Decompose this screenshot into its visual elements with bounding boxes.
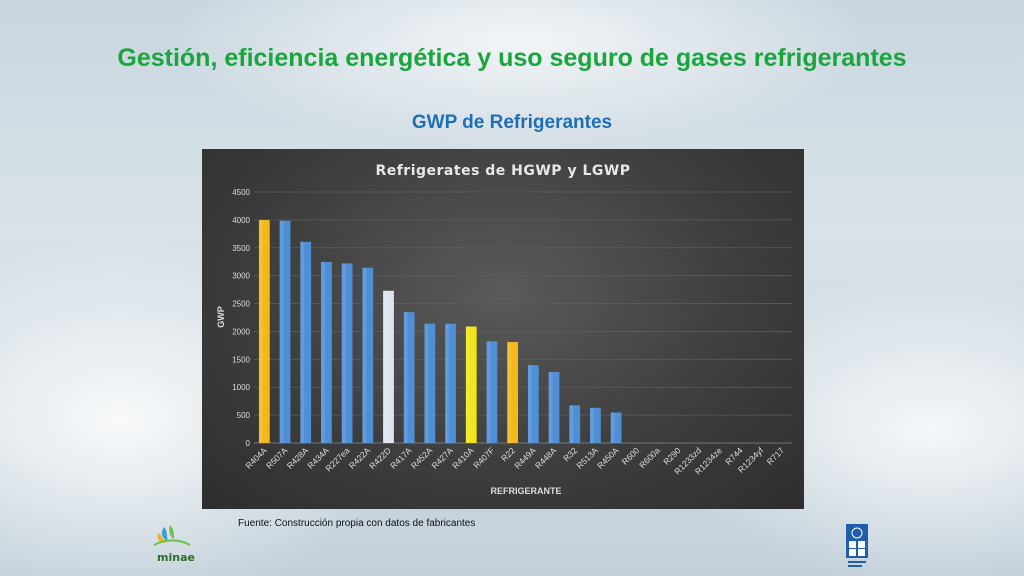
bar-R452A [424,323,436,443]
bar-highlight-R407F [486,341,491,443]
bar-R22 [507,342,519,443]
y-tick-label: 3000 [232,272,250,281]
bar-highlight-R513A [590,407,594,443]
bar-highlight-R410A [465,326,470,443]
x-tick-label: R428A [285,445,311,471]
x-tick-label: R410A [450,445,476,471]
chart-panel: Refrigerates de HGWP y LGWP GWP REFRIGER… [202,149,804,509]
source-note: Fuente: Construcción propia con datos de… [238,518,476,529]
bar-highlight-R448A [548,371,553,443]
bar-R507A [279,220,291,443]
x-tick-labels: R404AR507AR428AR434AR227eaR422AR422DR417… [243,445,786,477]
x-tick-label: R600a [637,445,662,470]
y-tick-label: 3500 [232,244,250,253]
bar-R407F [486,341,498,443]
slide-title: Gestión, eficiencia energética y uso seg… [117,44,907,72]
y-tick-label: 1000 [232,383,250,392]
x-tick-label: R507A [264,445,290,471]
bar-R422A [362,267,374,443]
bar-highlight-R422A [362,267,367,443]
bar-highlight-R422D [383,290,387,443]
x-tick-label: R407F [471,445,496,470]
bar-highlight-R434A [321,262,325,443]
y-tick-label: 500 [237,411,251,420]
gridlines [254,191,792,444]
x-tick-label: R427A [430,445,456,471]
bar-highlight-R404A [258,220,263,443]
y-tick-label: 4500 [232,188,250,197]
bar-R428A [300,241,312,443]
x-axis-label: REFRIGERANTE [490,486,561,496]
x-tick-label: R448A [533,445,559,471]
x-tick-label: R452A [409,445,435,471]
y-tick-label: 2500 [232,300,250,309]
x-tick-label: R422D [367,445,393,471]
y-tick-label: 1500 [232,355,250,364]
x-tick-label: R422A [347,445,373,471]
bar-highlight-R22 [507,342,512,443]
bar-highlight-R428A [300,241,305,443]
bar-R422D [383,290,394,443]
bar-highlight-R452A [424,323,429,443]
bar-highlight-R449A [527,365,532,443]
y-axis-label: GWP [216,306,226,328]
bar-R417A [403,312,415,443]
undp-logo-icon [846,524,868,567]
bar-highlight-R227ea [341,263,346,443]
bar-R449A [527,365,539,443]
x-tick-label: R417A [388,445,414,471]
y-tick-labels: 0 500 1000 1500 2000 2500 3000 3500 4000 4500 [232,188,250,448]
x-tick-label: R717 [765,445,787,467]
bars [258,220,622,443]
x-tick-label: R404A [243,445,269,471]
bar-R448A [548,371,560,443]
x-tick-label: R513A [574,445,600,471]
bar-R227ea [341,263,353,443]
bar-chart: Refrigerates de HGWP y LGWP GWP REFRIGER… [216,163,792,496]
bar-R410A [465,326,477,443]
bar-R427A [445,323,456,443]
y-tick-label: 2000 [232,327,250,336]
x-tick-label: R449A [512,445,538,471]
bar-highlight-R450A [610,412,615,443]
x-tick-label: R450A [595,445,621,471]
bar-highlight-R507A [279,220,284,443]
bar-R32 [569,405,581,443]
chart-title: Refrigerates de HGWP y LGWP [375,163,630,179]
slide-subtitle: GWP de Refrigerantes [411,112,613,133]
bar-highlight-R417A [403,312,408,443]
bar-R450A [610,412,622,443]
bar-highlight-R427A [445,323,449,443]
bar-highlight-R32 [569,405,574,443]
bar-R434A [321,262,332,443]
minae-logo: minae [153,525,195,564]
y-tick-label: 4000 [232,216,250,225]
bar-R513A [590,407,601,443]
y-tick-label: 0 [246,439,251,448]
svg-text:minae: minae [157,551,195,564]
bar-R404A [258,220,270,443]
